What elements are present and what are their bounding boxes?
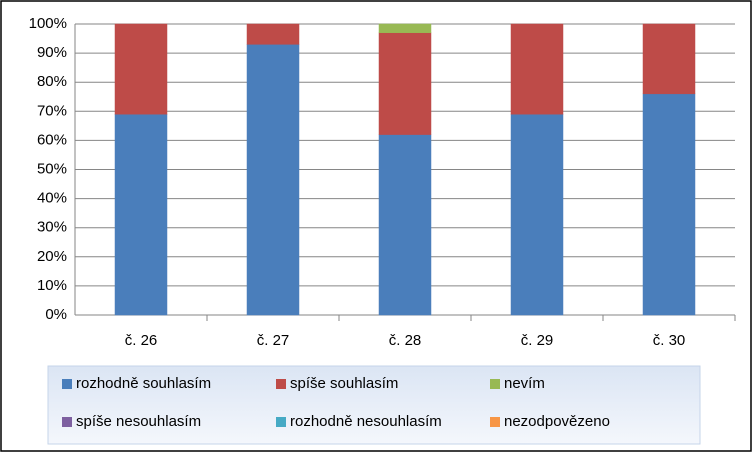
legend-swatch	[62, 417, 72, 427]
legend-label: rozhodně nesouhlasím	[290, 413, 442, 430]
legend-swatch	[276, 379, 286, 389]
y-tick-label: 70%	[37, 102, 67, 119]
legend-swatch	[276, 417, 286, 427]
bar-segment	[642, 23, 696, 95]
y-tick-label: 100%	[29, 15, 67, 32]
bar-segment	[246, 23, 300, 45]
bar-segment	[642, 93, 696, 316]
bar-segment	[114, 23, 168, 115]
x-tick-label: č. 27	[257, 332, 290, 349]
y-tick-label: 50%	[37, 160, 67, 177]
x-tick-label: č. 28	[389, 332, 422, 349]
y-tick-label: 80%	[37, 73, 67, 90]
x-tick-label: č. 30	[653, 332, 686, 349]
bar-segment	[378, 134, 432, 316]
y-tick-label: 10%	[37, 277, 67, 294]
legend-label: nevím	[504, 375, 545, 392]
x-tick-label: č. 29	[521, 332, 554, 349]
y-tick-label: 40%	[37, 190, 67, 207]
y-tick-label: 30%	[37, 219, 67, 236]
legend-label: nezodpovězeno	[504, 413, 610, 430]
legend-label: rozhodně souhlasím	[76, 375, 211, 392]
legend-box	[47, 365, 701, 445]
y-tick-label: 20%	[37, 248, 67, 265]
x-tick-label: č. 26	[125, 332, 158, 349]
bar-segment	[246, 44, 300, 316]
legend-label: spíše nesouhlasím	[76, 413, 201, 430]
legend-swatch	[490, 379, 500, 389]
y-tick-label: 60%	[37, 131, 67, 148]
bar-segment	[114, 113, 168, 316]
legend-swatch	[62, 379, 72, 389]
bar-segment	[378, 32, 432, 135]
y-tick-label: 90%	[37, 44, 67, 61]
bar-segment	[510, 23, 564, 115]
legend-label: spíše souhlasím	[290, 375, 398, 392]
bar-segment	[378, 23, 432, 33]
bar-segment	[510, 113, 564, 316]
legend-swatch	[490, 417, 500, 427]
y-tick-label: 0%	[45, 306, 67, 323]
